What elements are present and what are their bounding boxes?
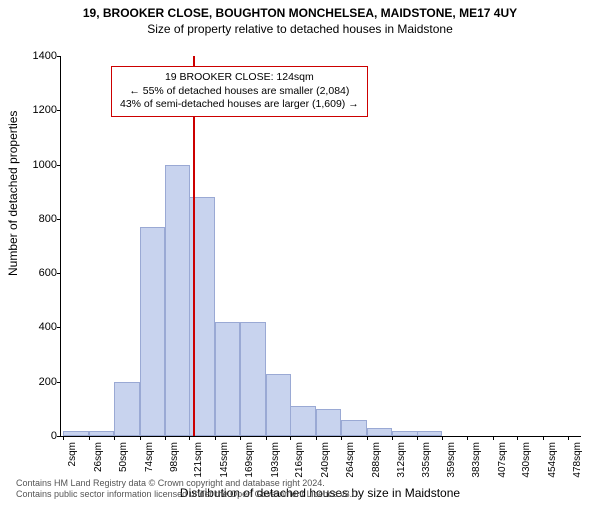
x-tick-mark xyxy=(367,436,368,440)
footer-line1: Contains HM Land Registry data © Crown c… xyxy=(16,478,360,489)
x-tick-mark xyxy=(165,436,166,440)
callout-line: 43% of semi-detached houses are larger (… xyxy=(120,98,359,112)
x-tick-label: 383sqm xyxy=(471,442,482,478)
histogram-bar xyxy=(63,431,88,436)
y-tick-label: 1400 xyxy=(17,50,57,62)
x-tick-mark xyxy=(240,436,241,440)
histogram-bar xyxy=(367,428,392,436)
histogram-bar xyxy=(114,382,139,436)
x-tick-mark xyxy=(89,436,90,440)
footer-line2: Contains public sector information licen… xyxy=(16,489,360,500)
histogram-bar xyxy=(165,165,190,436)
histogram-bar xyxy=(392,431,417,436)
y-tick-mark xyxy=(57,382,61,383)
callout-line: ← 55% of detached houses are smaller (2,… xyxy=(120,85,359,99)
histogram-bar xyxy=(140,227,165,436)
x-tick-mark xyxy=(266,436,267,440)
x-tick-mark xyxy=(215,436,216,440)
x-tick-mark xyxy=(316,436,317,440)
x-tick-label: 98sqm xyxy=(169,442,180,472)
x-tick-mark xyxy=(543,436,544,440)
x-tick-mark xyxy=(290,436,291,440)
y-axis-label: Number of detached properties xyxy=(6,111,20,276)
x-tick-mark xyxy=(392,436,393,440)
histogram-bar xyxy=(240,322,265,436)
x-tick-mark xyxy=(114,436,115,440)
y-tick-label: 0 xyxy=(17,430,57,442)
plot-area: 02004006008001000120014002sqm26sqm50sqm7… xyxy=(60,56,581,437)
x-tick-label: 288sqm xyxy=(371,442,382,478)
x-tick-label: 240sqm xyxy=(320,442,331,478)
histogram-bar xyxy=(341,420,366,436)
x-tick-label: 216sqm xyxy=(294,442,305,478)
x-tick-mark xyxy=(63,436,64,440)
x-tick-label: 26sqm xyxy=(93,442,104,472)
y-tick-label: 600 xyxy=(17,267,57,279)
x-tick-label: 312sqm xyxy=(396,442,407,478)
x-tick-mark xyxy=(442,436,443,440)
histogram-bar xyxy=(89,431,114,436)
x-tick-label: 430sqm xyxy=(521,442,532,478)
y-tick-mark xyxy=(57,110,61,111)
x-tick-mark xyxy=(517,436,518,440)
y-tick-mark xyxy=(57,327,61,328)
x-tick-mark xyxy=(417,436,418,440)
y-tick-mark xyxy=(57,165,61,166)
page-title-line1: 19, BROOKER CLOSE, BOUGHTON MONCHELSEA, … xyxy=(0,6,600,20)
x-tick-label: 145sqm xyxy=(219,442,230,478)
x-tick-label: 169sqm xyxy=(244,442,255,478)
x-tick-mark xyxy=(341,436,342,440)
footer-attribution: Contains HM Land Registry data © Crown c… xyxy=(16,478,360,500)
y-tick-mark xyxy=(57,436,61,437)
x-tick-label: 50sqm xyxy=(118,442,129,472)
x-tick-label: 121sqm xyxy=(193,442,204,478)
x-tick-label: 359sqm xyxy=(446,442,457,478)
callout-line: 19 BROOKER CLOSE: 124sqm xyxy=(120,71,359,85)
histogram-bar xyxy=(417,431,442,436)
x-tick-label: 74sqm xyxy=(144,442,155,472)
histogram-bar xyxy=(266,374,291,436)
x-tick-label: 193sqm xyxy=(270,442,281,478)
y-tick-label: 800 xyxy=(17,213,57,225)
y-tick-label: 1000 xyxy=(17,159,57,171)
callout-box: 19 BROOKER CLOSE: 124sqm← 55% of detache… xyxy=(111,66,368,117)
y-tick-mark xyxy=(57,273,61,274)
y-tick-label: 200 xyxy=(17,376,57,388)
x-tick-label: 335sqm xyxy=(421,442,432,478)
y-tick-mark xyxy=(57,219,61,220)
histogram-bar xyxy=(215,322,240,436)
x-tick-mark xyxy=(467,436,468,440)
x-tick-label: 2sqm xyxy=(67,442,78,466)
x-tick-mark xyxy=(189,436,190,440)
histogram-bar xyxy=(316,409,341,436)
y-tick-label: 400 xyxy=(17,321,57,333)
histogram-bar xyxy=(290,406,315,436)
x-tick-mark xyxy=(568,436,569,440)
page-title-line2: Size of property relative to detached ho… xyxy=(0,22,600,36)
x-tick-mark xyxy=(493,436,494,440)
y-tick-mark xyxy=(57,56,61,57)
x-tick-label: 454sqm xyxy=(547,442,558,478)
histogram-chart: 02004006008001000120014002sqm26sqm50sqm7… xyxy=(60,56,580,436)
x-tick-label: 264sqm xyxy=(345,442,356,478)
y-tick-label: 1200 xyxy=(17,104,57,116)
x-tick-label: 407sqm xyxy=(497,442,508,478)
x-tick-mark xyxy=(140,436,141,440)
x-tick-label: 478sqm xyxy=(572,442,583,478)
